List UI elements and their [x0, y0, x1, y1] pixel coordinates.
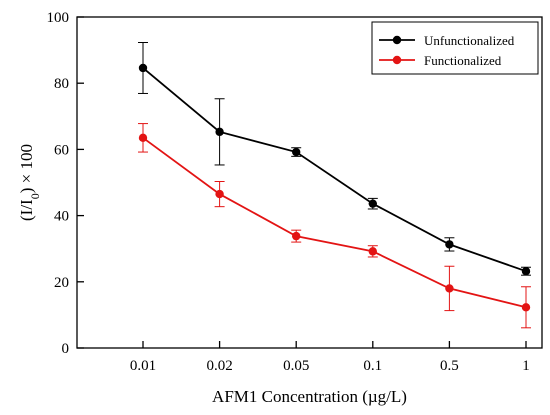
legend-label-unfunctionalized: Unfunctionalized: [424, 33, 515, 48]
y-axis-title: (I/I0) × 100: [17, 144, 42, 221]
data-point: [521, 267, 531, 276]
data-point: [445, 240, 454, 249]
y-axis-title-subscript: 0: [28, 193, 42, 199]
y-tick-label: 80: [54, 76, 69, 92]
x-tick-label: 1: [522, 358, 530, 374]
data-point: [138, 133, 148, 143]
x-tick-label: 0.5: [440, 358, 459, 374]
data-point: [521, 303, 531, 312]
data-point: [292, 231, 301, 241]
series-unfunctionalized: [138, 41, 531, 276]
y-tick-label: 0: [62, 341, 70, 357]
series-layer: [138, 41, 531, 329]
legend-label-functionalized: Functionalized: [424, 53, 502, 68]
series-functionalized: [138, 123, 531, 329]
y-tick-label: 60: [54, 142, 69, 158]
plot-frame: [76, 16, 543, 349]
data-point: [215, 127, 224, 137]
x-tick-label: 0.1: [363, 358, 382, 374]
data-point: [292, 147, 301, 157]
y-axis: 0 20 40 60 80 100: [47, 10, 84, 357]
series-line: [142, 67, 527, 273]
data-point: [368, 199, 377, 208]
y-axis-title-suffix: ) × 100: [17, 144, 36, 193]
y-tick-label: 100: [47, 10, 70, 26]
x-tick-label: 0.05: [283, 358, 309, 374]
data-point: [445, 284, 454, 293]
x-axis-title: AFM1 Concentration (µg/L): [212, 387, 407, 406]
y-tick-label: 20: [54, 275, 69, 291]
y-axis-title-main: (I/I: [17, 199, 36, 221]
data-point: [138, 63, 148, 73]
legend-box: [371, 21, 539, 75]
x-tick-label: 0.01: [130, 358, 156, 374]
data-point: [368, 247, 377, 256]
legend-marker-functionalized: [392, 55, 402, 65]
data-point: [215, 189, 224, 199]
legend-marker-unfunctionalized: [392, 35, 402, 45]
x-axis: 0.01 0.02 0.05 0.1 0.5 1: [130, 341, 530, 374]
x-tick-label: 0.02: [206, 358, 232, 374]
y-tick-label: 40: [54, 209, 69, 225]
plot-area: [76, 16, 543, 349]
series-line: [142, 137, 527, 309]
legend: Unfunctionalized Functionalized: [371, 21, 539, 75]
